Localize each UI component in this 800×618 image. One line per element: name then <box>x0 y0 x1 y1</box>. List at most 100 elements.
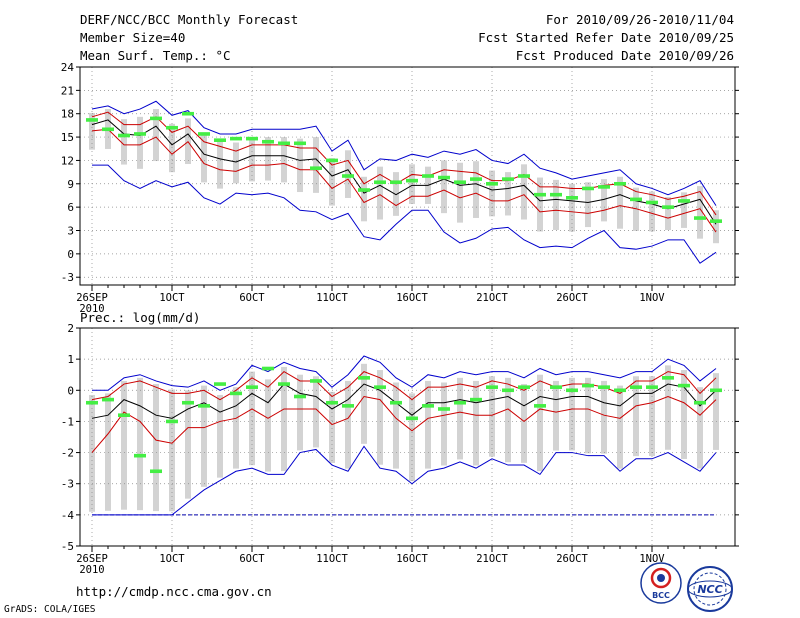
spread-box <box>233 387 239 469</box>
spread-box <box>697 186 703 239</box>
observed-marker <box>294 141 306 146</box>
footer-url[interactable]: http://cmdp.ncc.cma.gov.cn <box>76 584 272 599</box>
spread-box <box>409 164 415 204</box>
bcc-logo: BCC <box>640 562 682 604</box>
y-tick-label: 9 <box>67 178 74 191</box>
observed-marker <box>198 404 210 408</box>
observed-marker <box>134 453 146 458</box>
spread-box <box>665 197 671 231</box>
spread-box <box>153 384 159 512</box>
observed-marker <box>342 174 354 178</box>
observed-marker <box>342 404 354 408</box>
series-min <box>92 164 717 264</box>
precip-title: Prec.: log(mm/d) <box>80 310 200 325</box>
spread-box <box>441 382 447 466</box>
spread-box <box>121 119 127 165</box>
observed-marker <box>470 397 482 402</box>
spread-box <box>585 182 591 228</box>
observed-marker <box>246 136 258 141</box>
spread-box <box>281 366 287 472</box>
spread-box <box>393 172 399 216</box>
spread-box <box>89 394 95 512</box>
observed-marker <box>630 385 642 389</box>
y-tick-label: -4 <box>61 509 75 522</box>
spread-box <box>633 376 639 457</box>
series-min <box>92 445 717 516</box>
spread-box <box>345 380 351 469</box>
x-tick-label: 16OCT <box>396 292 428 304</box>
spread-box <box>633 187 639 231</box>
member-size: Member Size=40 <box>80 30 186 45</box>
observed-marker <box>326 158 338 163</box>
spread-box <box>265 137 271 181</box>
y-tick-label: -5 <box>61 540 74 553</box>
observed-marker <box>550 385 562 389</box>
spread-box <box>281 137 287 183</box>
spread-box <box>329 158 335 206</box>
observed-marker <box>102 397 114 402</box>
spread-box <box>329 391 335 464</box>
x-tick-label: 26OCT <box>556 292 588 304</box>
spread-box <box>249 371 255 466</box>
series-upper <box>91 370 717 401</box>
spread-box <box>137 116 143 169</box>
spread-box <box>409 393 415 482</box>
y-tick-label: 18 <box>61 108 74 121</box>
observed-marker <box>150 469 162 474</box>
y-tick-label: 21 <box>61 84 74 97</box>
observed-marker <box>214 138 226 142</box>
spread-box <box>617 385 623 469</box>
observed-marker <box>358 188 370 192</box>
spread-box <box>217 394 223 478</box>
spread-box <box>617 176 623 229</box>
observed-marker <box>678 199 690 203</box>
x-tick-label: 1OCT <box>159 292 185 304</box>
spread-box <box>153 109 159 162</box>
spread-box <box>233 142 239 184</box>
observed-marker <box>438 407 450 411</box>
observed-marker <box>118 413 130 417</box>
spread-box <box>297 138 303 193</box>
spread-box <box>505 377 511 463</box>
spread-box <box>553 380 559 451</box>
series-upper <box>91 111 717 216</box>
spread-box <box>425 380 431 469</box>
observed-marker <box>278 382 290 386</box>
y-tick-label: 0 <box>67 248 74 261</box>
spread-box <box>265 379 271 472</box>
spread-box <box>665 365 671 450</box>
spread-box <box>697 387 703 469</box>
observed-marker <box>182 400 194 405</box>
observed-marker <box>86 118 98 122</box>
observed-marker <box>582 186 594 191</box>
x-tick-label: 26SEP <box>76 553 108 565</box>
x-tick-label: 21OCT <box>476 292 508 304</box>
observed-marker <box>550 192 562 197</box>
spread-box <box>601 380 607 454</box>
x-tick-label: 16OCT <box>396 553 428 565</box>
observed-marker <box>294 394 306 399</box>
spread-box <box>201 385 207 487</box>
observed-marker <box>390 180 402 185</box>
observed-marker <box>198 132 210 136</box>
x-tick-sublabel: 2010 <box>79 564 104 576</box>
observed-marker <box>182 111 194 116</box>
series-lower <box>91 395 717 453</box>
observed-marker <box>406 416 418 421</box>
y-tick-label: 12 <box>61 154 74 167</box>
spread-box <box>489 170 495 217</box>
spread-box <box>537 177 543 232</box>
observed-marker <box>230 391 242 396</box>
x-tick-sublabel: 2010 <box>79 303 104 315</box>
x-tick-label: 11OCT <box>316 292 348 304</box>
x-tick-label: 21OCT <box>476 553 508 565</box>
observed-marker <box>214 382 226 386</box>
y-tick-label: 2 <box>67 322 74 335</box>
observed-marker <box>630 197 642 202</box>
observed-marker <box>230 136 242 141</box>
spread-box <box>393 382 399 469</box>
observed-marker <box>454 180 466 185</box>
spread-box <box>585 377 591 454</box>
series-mean <box>91 119 717 225</box>
x-tick-label: 6OCT <box>239 553 265 565</box>
